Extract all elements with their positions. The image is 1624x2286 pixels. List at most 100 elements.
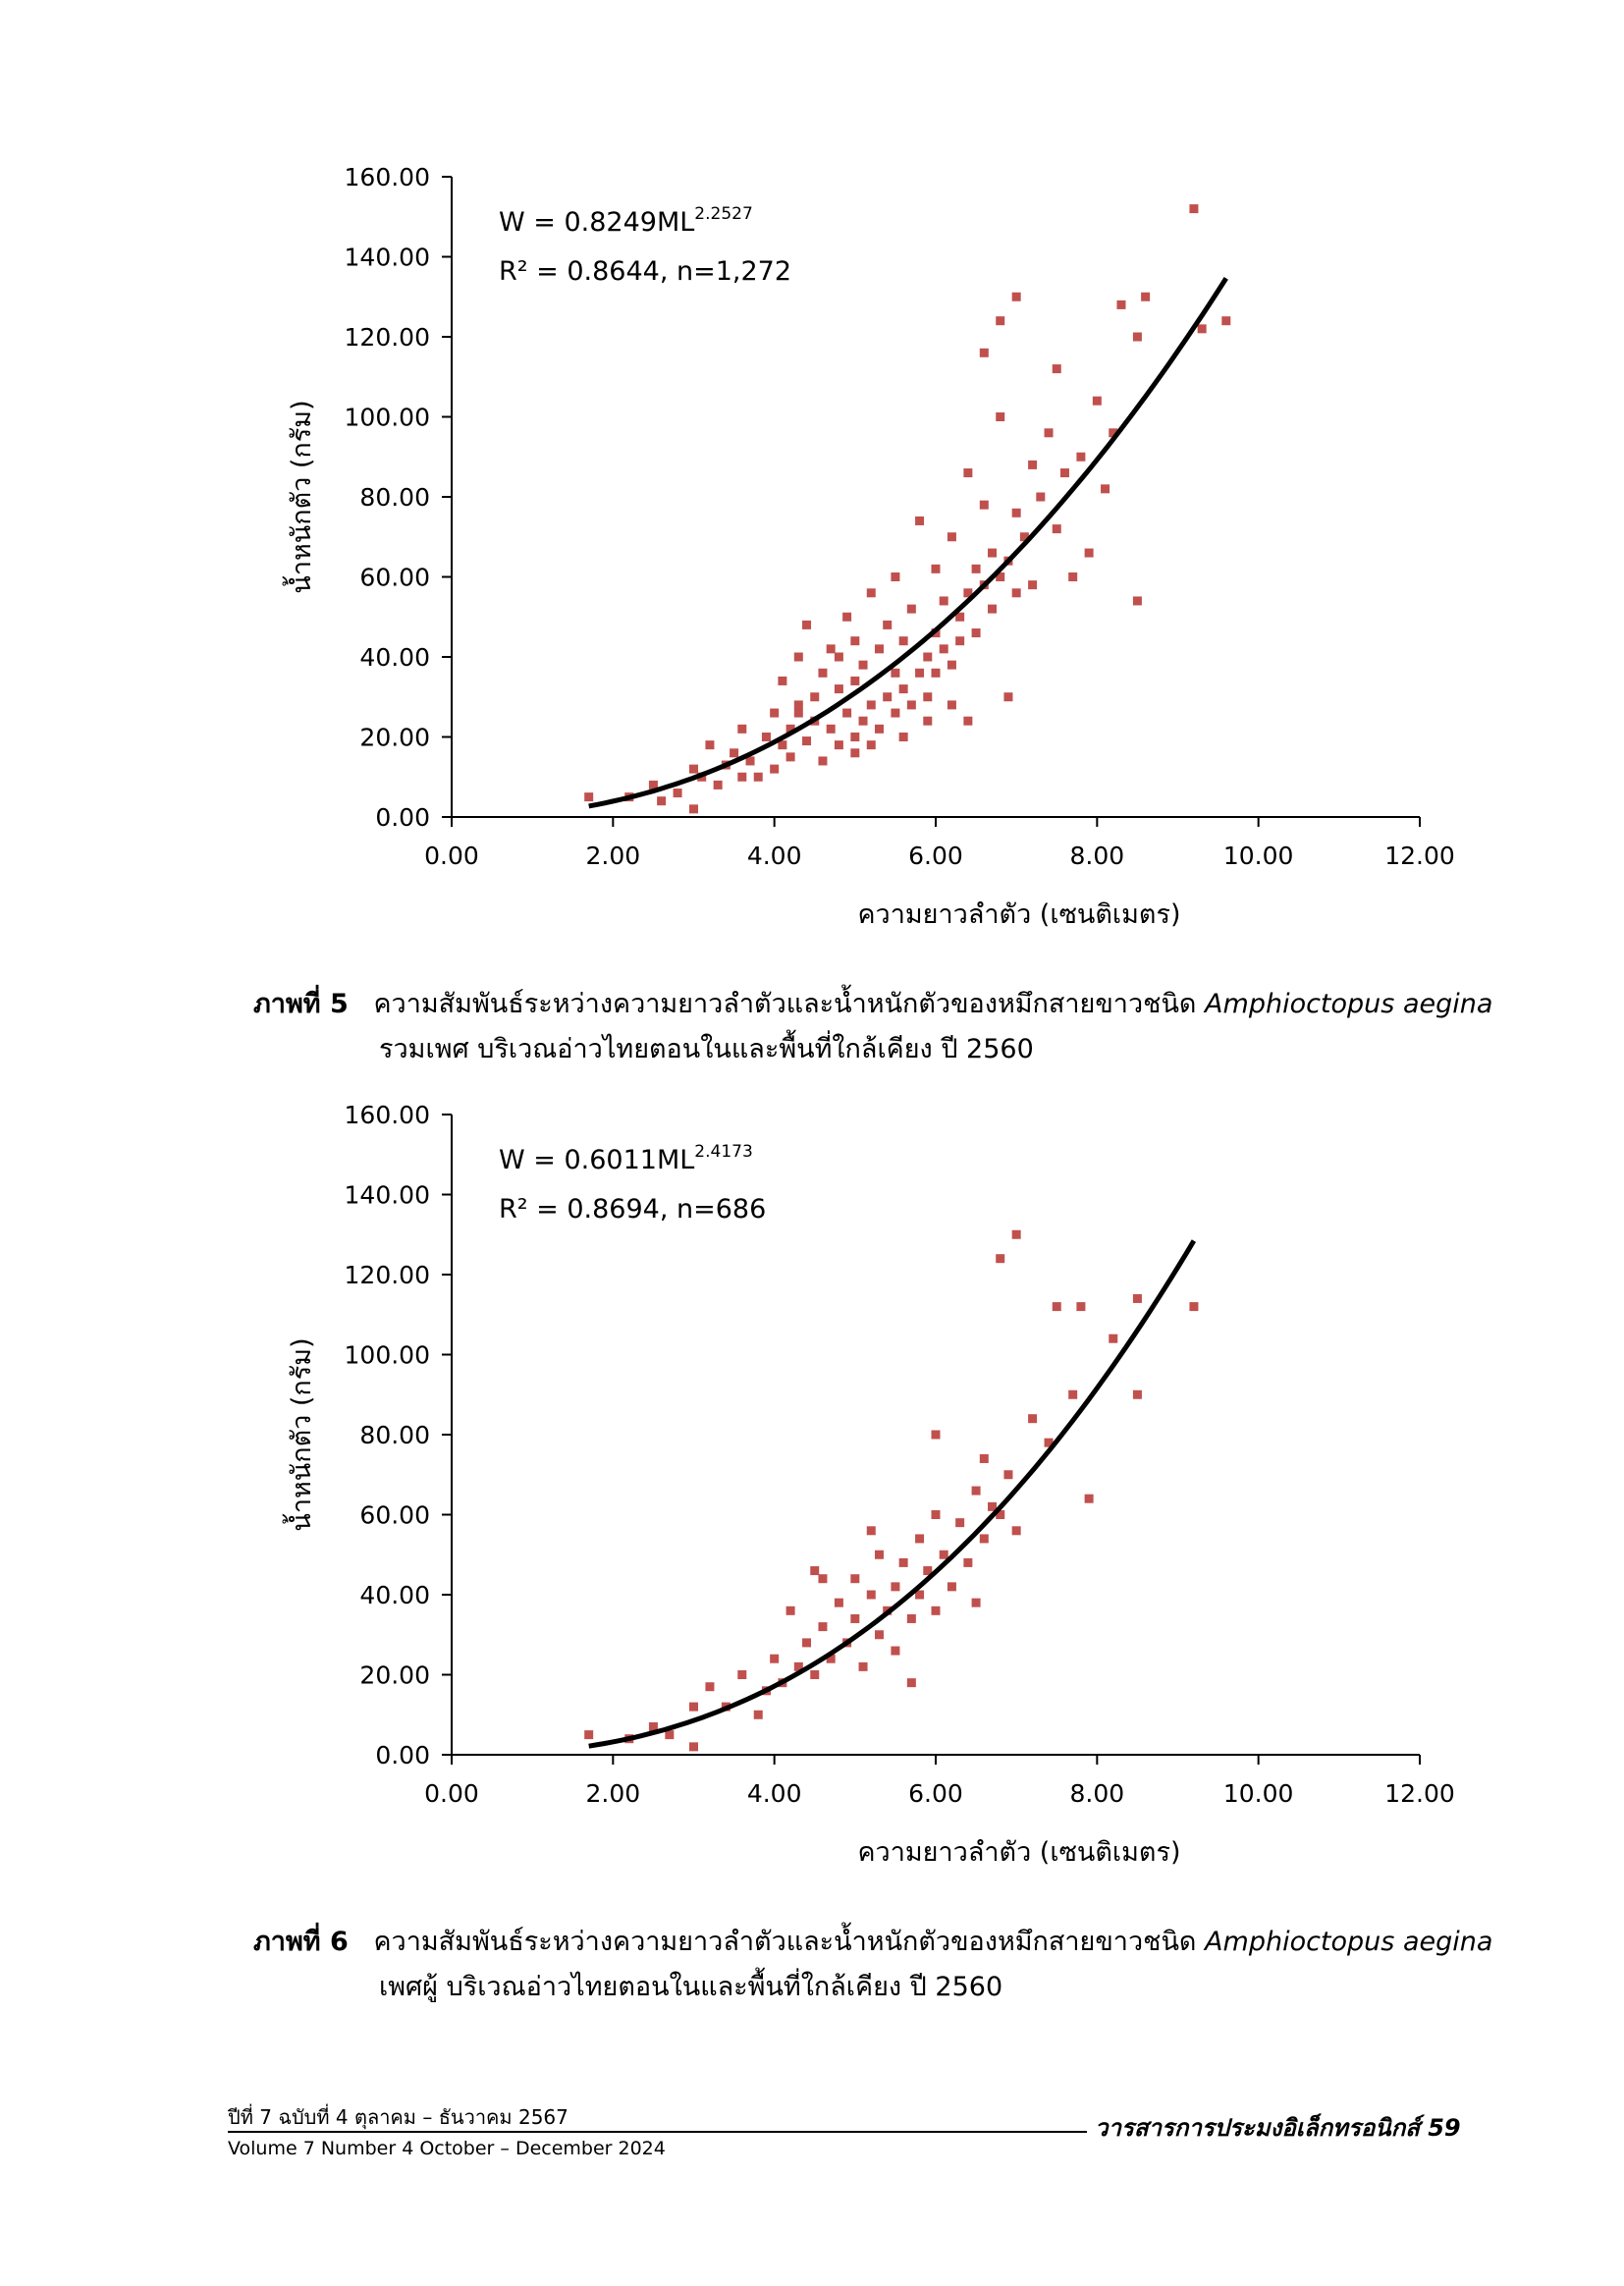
data-point — [689, 804, 698, 814]
data-point — [1132, 332, 1142, 342]
y-tick-label: 0.00 — [375, 803, 430, 832]
data-point — [1036, 492, 1046, 502]
x-tick-label: 12.00 — [1384, 842, 1455, 870]
scatter-chart-1: 0.00 20.00 40.00 60.00 80.00 100.00 120.00 140.… — [282, 163, 1455, 930]
data-point — [770, 764, 780, 774]
data-point — [753, 1710, 763, 1719]
figure-caption-5: ภาพที่ 5 ความสัมพันธ์ระหว่างความยาวลำตัว… — [253, 982, 1510, 1072]
data-point — [963, 588, 973, 598]
x-tick-label: 10.00 — [1223, 842, 1294, 870]
data-point — [689, 764, 698, 774]
y-tick-label: 120.00 — [345, 323, 430, 352]
data-point — [802, 1638, 812, 1648]
regression-curve — [588, 1239, 1197, 1749]
data-point — [737, 1670, 747, 1679]
y-axis-title: น้ำหนักตัว (กรัม) — [282, 400, 317, 593]
caption-line2: เพศผู้ บริเวณอ่าวไทยตอนในและพื้นที่ใกล้เ… — [379, 1972, 1003, 2002]
data-point — [648, 1721, 658, 1731]
equation-main: W = 0.6011ML — [499, 1145, 694, 1175]
x-tick-label: 8.00 — [1069, 842, 1124, 870]
data-point — [1132, 1293, 1142, 1303]
y-tick-label: 40.00 — [359, 1581, 430, 1609]
data-point — [947, 1582, 956, 1592]
data-point — [963, 468, 973, 478]
footer-volume-thai: ปีที่ 7 ฉบับที่ 4 ตุลาคม – ธันวาคม 2567 — [228, 2105, 568, 2129]
data-point — [1028, 1414, 1038, 1424]
x-tick-label: 2.00 — [585, 1779, 640, 1808]
data-point — [996, 412, 1005, 421]
data-point — [1092, 396, 1102, 406]
data-point — [1068, 572, 1078, 581]
data-point — [915, 668, 925, 678]
y-tick-label: 0.00 — [375, 1741, 430, 1769]
data-point — [955, 1518, 965, 1528]
footer-journal-title: วารสารการประมงอิเล็กทรอนิกส์ 59 — [1095, 2114, 1461, 2142]
data-point — [778, 740, 787, 750]
data-point — [737, 724, 747, 734]
y-tick-label: 120.00 — [345, 1261, 430, 1289]
data-point — [947, 532, 956, 542]
data-point — [1052, 364, 1061, 374]
data-point — [1052, 1302, 1061, 1312]
y-tick-label: 20.00 — [359, 724, 430, 752]
data-point — [931, 668, 941, 678]
data-point — [850, 1574, 860, 1584]
data-point — [996, 1510, 1005, 1519]
footer-volume-english: Volume 7 Number 4 October – December 202… — [228, 2138, 666, 2159]
stats-label: R² = 0.8644, n=1,272 — [499, 256, 791, 287]
data-point — [947, 700, 956, 710]
data-point — [818, 756, 828, 766]
data-point — [689, 1702, 698, 1712]
data-point — [1003, 692, 1013, 702]
data-point — [955, 636, 965, 646]
data-point — [1011, 508, 1021, 517]
caption-label: ภาพที่ 5 — [253, 989, 349, 1019]
data-point — [1076, 452, 1086, 462]
data-point — [1221, 316, 1231, 326]
y-tick-label: 60.00 — [359, 1501, 430, 1530]
data-point — [1011, 1526, 1021, 1536]
y-tick-label: 40.00 — [359, 643, 430, 672]
data-point — [1011, 292, 1021, 301]
data-point — [971, 564, 981, 573]
data-point — [850, 748, 860, 758]
data-point — [730, 748, 739, 758]
data-point — [1141, 292, 1151, 301]
y-tick-label: 140.00 — [345, 1181, 430, 1210]
data-point — [802, 620, 812, 629]
data-point — [898, 684, 908, 694]
data-point — [818, 668, 828, 678]
y-tick-label: 100.00 — [345, 404, 430, 432]
data-point — [891, 708, 900, 718]
data-point — [793, 708, 803, 718]
x-tick-label: 12.00 — [1384, 1779, 1455, 1808]
data-point — [866, 1526, 876, 1536]
data-point — [988, 1501, 998, 1511]
figure-caption-6: ภาพที่ 6 ความสัมพันธ์ระหว่างความยาวลำตัว… — [253, 1920, 1510, 2010]
data-point — [955, 612, 965, 622]
data-point — [915, 1590, 925, 1600]
data-point — [891, 572, 900, 581]
data-point — [1028, 460, 1038, 469]
caption-line2: รวมเพศ บริเวณอ่าวไทยตอนในและพื้นที่ใกล้เ… — [379, 1034, 1034, 1064]
data-point — [673, 789, 682, 798]
data-point — [891, 1646, 900, 1656]
data-point — [1028, 580, 1038, 590]
data-point — [834, 740, 843, 750]
caption-text: ความสัมพันธ์ระหว่างความยาวลำตัวและน้ำหนั… — [373, 1927, 1197, 1957]
data-point — [915, 1534, 925, 1544]
data-point — [1197, 324, 1207, 334]
data-point — [1011, 1229, 1021, 1239]
data-point — [1116, 299, 1126, 309]
data-point — [1084, 1494, 1094, 1503]
data-point — [931, 564, 941, 573]
data-point — [923, 652, 933, 662]
x-tick-label: 4.00 — [747, 1779, 802, 1808]
data-point — [979, 500, 989, 510]
data-point — [665, 1730, 675, 1740]
data-point — [939, 1550, 948, 1559]
data-point — [858, 716, 868, 726]
x-axis-title: ความยาวลำตัว (เซนติเมตร) — [858, 899, 1181, 930]
data-point — [874, 724, 884, 734]
data-point — [1109, 1334, 1118, 1343]
